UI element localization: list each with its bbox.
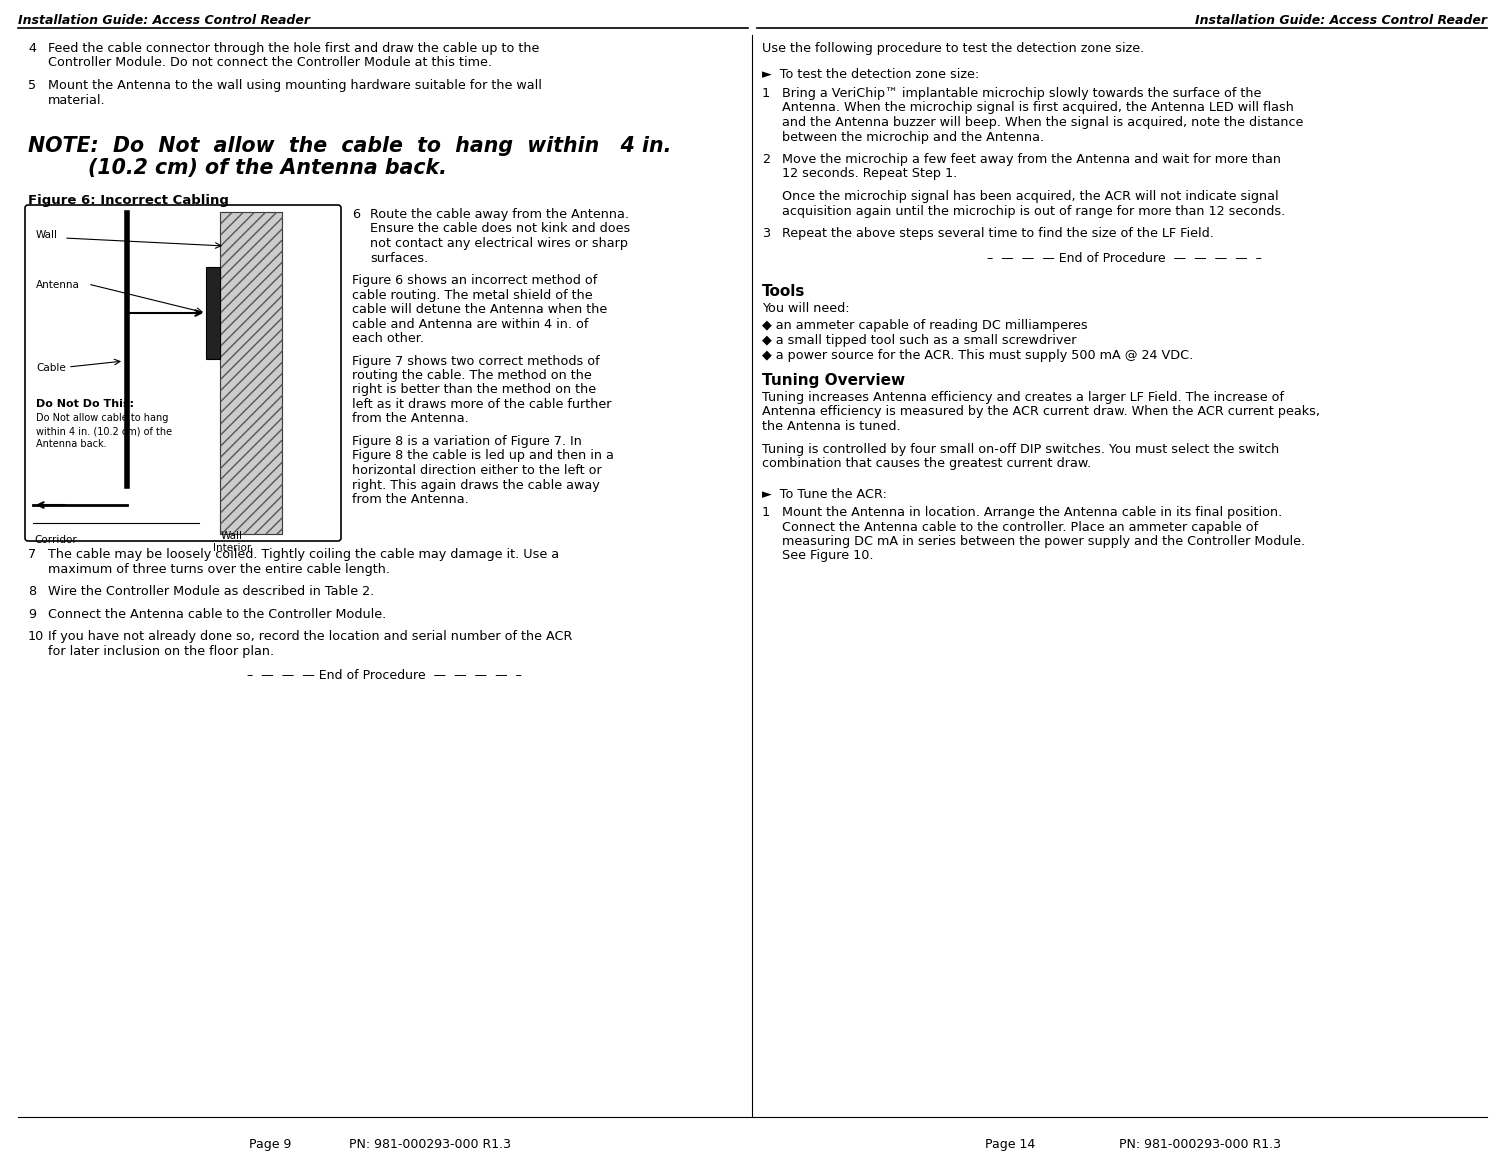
Text: each other.: each other. [352, 332, 424, 344]
Text: Tuning Overview: Tuning Overview [762, 373, 905, 388]
Text: Route the cable away from the Antenna.: Route the cable away from the Antenna. [370, 209, 629, 221]
Text: 4: 4 [29, 41, 36, 55]
Text: cable and Antenna are within 4 in. of: cable and Antenna are within 4 in. of [352, 318, 588, 331]
Text: PN: 981-000293-000 R1.3: PN: 981-000293-000 R1.3 [349, 1138, 512, 1151]
Text: 1: 1 [762, 88, 771, 100]
Text: If you have not already done so, record the location and serial number of the AC: If you have not already done so, record … [48, 630, 572, 643]
Text: Page 9: Page 9 [248, 1138, 290, 1151]
Text: 8: 8 [29, 585, 36, 598]
Text: cable will detune the Antenna when the: cable will detune the Antenna when the [352, 303, 607, 316]
Text: Do Not allow cable to hang
within 4 in. (10.2 cm) of the
Antenna back.: Do Not allow cable to hang within 4 in. … [36, 414, 172, 449]
Text: ◆ a small tipped tool such as a small screwdriver: ◆ a small tipped tool such as a small sc… [762, 334, 1076, 347]
Text: Tuning is controlled by four small on-off DIP switches. You must select the swit: Tuning is controlled by four small on-of… [762, 442, 1279, 455]
Text: You will need:: You will need: [762, 302, 850, 314]
Text: routing the cable. The method on the: routing the cable. The method on the [352, 369, 591, 382]
Text: 12 seconds. Repeat Step 1.: 12 seconds. Repeat Step 1. [783, 167, 957, 181]
Text: Antenna: Antenna [36, 280, 80, 290]
Text: material.: material. [48, 93, 105, 106]
Text: Corridor: Corridor [35, 535, 77, 545]
Text: not contact any electrical wires or sharp: not contact any electrical wires or shar… [370, 237, 628, 250]
Text: Once the microchip signal has been acquired, the ACR will not indicate signal: Once the microchip signal has been acqui… [783, 190, 1279, 203]
Text: Feed the cable connector through the hole first and draw the cable up to the: Feed the cable connector through the hol… [48, 41, 539, 55]
Text: between the microchip and the Antenna.: between the microchip and the Antenna. [783, 130, 1044, 144]
Text: cable routing. The metal shield of the: cable routing. The metal shield of the [352, 288, 593, 302]
Text: Antenna efficiency is measured by the ACR current draw. When the ACR current pea: Antenna efficiency is measured by the AC… [762, 406, 1320, 418]
Text: Connect the Antenna cable to the controller. Place an ammeter capable of: Connect the Antenna cable to the control… [783, 521, 1258, 533]
Text: Repeat the above steps several time to find the size of the LF Field.: Repeat the above steps several time to f… [783, 227, 1215, 240]
Bar [220, 212, 281, 535]
Text: Cable: Cable [36, 363, 66, 373]
Text: 7: 7 [29, 548, 36, 561]
Text: Installation Guide: Access Control Reader: Installation Guide: Access Control Reade… [18, 14, 310, 26]
Text: Wire the Controller Module as described in Table 2.: Wire the Controller Module as described … [48, 585, 375, 598]
Text: Move the microchip a few feet away from the Antenna and wait for more than: Move the microchip a few feet away from … [783, 153, 1281, 166]
Text: horizontal direction either to the left or: horizontal direction either to the left … [352, 464, 602, 477]
Text: Controller Module. Do not connect the Controller Module at this time.: Controller Module. Do not connect the Co… [48, 56, 492, 69]
Text: ◆ an ammeter capable of reading DC milliamperes: ◆ an ammeter capable of reading DC milli… [762, 318, 1088, 332]
Text: 10: 10 [29, 630, 44, 643]
Text: ◆ a power source for the ACR. This must supply 500 mA @ 24 VDC.: ◆ a power source for the ACR. This must … [762, 349, 1193, 363]
Text: Bring a VeriChip™ implantable microchip slowly towards the surface of the: Bring a VeriChip™ implantable microchip … [783, 88, 1261, 100]
Text: ►  To test the detection zone size:: ► To test the detection zone size: [762, 68, 980, 82]
Text: 3: 3 [762, 227, 771, 240]
Text: Wall: Wall [36, 230, 59, 240]
Text: right is better than the method on the: right is better than the method on the [352, 384, 596, 396]
Text: Page 14: Page 14 [984, 1138, 1035, 1151]
Text: Do Not Do This:: Do Not Do This: [36, 399, 134, 409]
Text: Tools: Tools [762, 285, 805, 300]
Text: left as it draws more of the cable further: left as it draws more of the cable furth… [352, 397, 611, 411]
FancyBboxPatch shape [26, 205, 342, 541]
Text: maximum of three turns over the entire cable length.: maximum of three turns over the entire c… [48, 562, 390, 576]
Text: surfaces.: surfaces. [370, 251, 429, 265]
Text: Mount the Antenna to the wall using mounting hardware suitable for the wall: Mount the Antenna to the wall using moun… [48, 79, 542, 92]
Text: Mount the Antenna in location. Arrange the Antenna cable in its final position.: Mount the Antenna in location. Arrange t… [783, 506, 1282, 520]
Text: 9: 9 [29, 607, 36, 621]
Text: 5: 5 [29, 79, 36, 92]
Text: Figure 8 the cable is led up and then in a: Figure 8 the cable is led up and then in… [352, 449, 614, 462]
Text: and the Antenna buzzer will beep. When the signal is acquired, note the distance: and the Antenna buzzer will beep. When t… [783, 116, 1303, 129]
Text: 2: 2 [762, 153, 771, 166]
Text: right. This again draws the cable away: right. This again draws the cable away [352, 478, 600, 492]
Text: –  —  —  — End of Procedure  —  —  —  —  –: – — — — End of Procedure — — — — – [987, 251, 1261, 265]
Text: (10.2 cm) of the Antenna back.: (10.2 cm) of the Antenna back. [87, 158, 447, 179]
Text: Installation Guide: Access Control Reader: Installation Guide: Access Control Reade… [1195, 14, 1487, 26]
Text: Use the following procedure to test the detection zone size.: Use the following procedure to test the … [762, 41, 1144, 55]
Text: Figure 6: Incorrect Cabling: Figure 6: Incorrect Cabling [29, 194, 229, 207]
Bar [220, 212, 281, 535]
Text: Figure 8 is a variation of Figure 7. In: Figure 8 is a variation of Figure 7. In [352, 435, 582, 448]
Bar [206, 267, 220, 359]
Text: for later inclusion on the floor plan.: for later inclusion on the floor plan. [48, 644, 274, 658]
Text: Antenna. When the microchip signal is first acquired, the Antenna LED will flash: Antenna. When the microchip signal is fi… [783, 101, 1294, 114]
Text: from the Antenna.: from the Antenna. [352, 412, 468, 425]
Text: The cable may be loosely coiled. Tightly coiling the cable may damage it. Use a: The cable may be loosely coiled. Tightly… [48, 548, 560, 561]
Text: Tuning increases Antenna efficiency and creates a larger LF Field. The increase : Tuning increases Antenna efficiency and … [762, 391, 1284, 404]
Text: 1: 1 [762, 506, 771, 520]
Text: acquisition again until the microchip is out of range for more than 12 seconds.: acquisition again until the microchip is… [783, 205, 1285, 218]
Text: See Figure 10.: See Figure 10. [783, 550, 873, 562]
Text: Figure 7 shows two correct methods of: Figure 7 shows two correct methods of [352, 355, 599, 367]
Text: Wall
Interior: Wall Interior [212, 531, 251, 553]
Text: combination that causes the greatest current draw.: combination that causes the greatest cur… [762, 457, 1091, 470]
Text: the Antenna is tuned.: the Antenna is tuned. [762, 420, 900, 433]
Text: PN: 981-000293-000 R1.3: PN: 981-000293-000 R1.3 [1120, 1138, 1281, 1151]
Text: from the Antenna.: from the Antenna. [352, 493, 468, 506]
Text: NOTE:  Do  Not  allow  the  cable  to  hang  within   4 in.: NOTE: Do Not allow the cable to hang wit… [29, 136, 671, 156]
Text: ►  To Tune the ACR:: ► To Tune the ACR: [762, 487, 886, 500]
Text: Figure 6 shows an incorrect method of: Figure 6 shows an incorrect method of [352, 274, 597, 287]
Text: Connect the Antenna cable to the Controller Module.: Connect the Antenna cable to the Control… [48, 607, 387, 621]
Text: measuring DC mA in series between the power supply and the Controller Module.: measuring DC mA in series between the po… [783, 535, 1305, 548]
Text: 6: 6 [352, 209, 360, 221]
Text: Ensure the cable does not kink and does: Ensure the cable does not kink and does [370, 222, 631, 235]
Text: –  —  —  — End of Procedure  —  —  —  —  –: – — — — End of Procedure — — — — – [247, 669, 521, 682]
